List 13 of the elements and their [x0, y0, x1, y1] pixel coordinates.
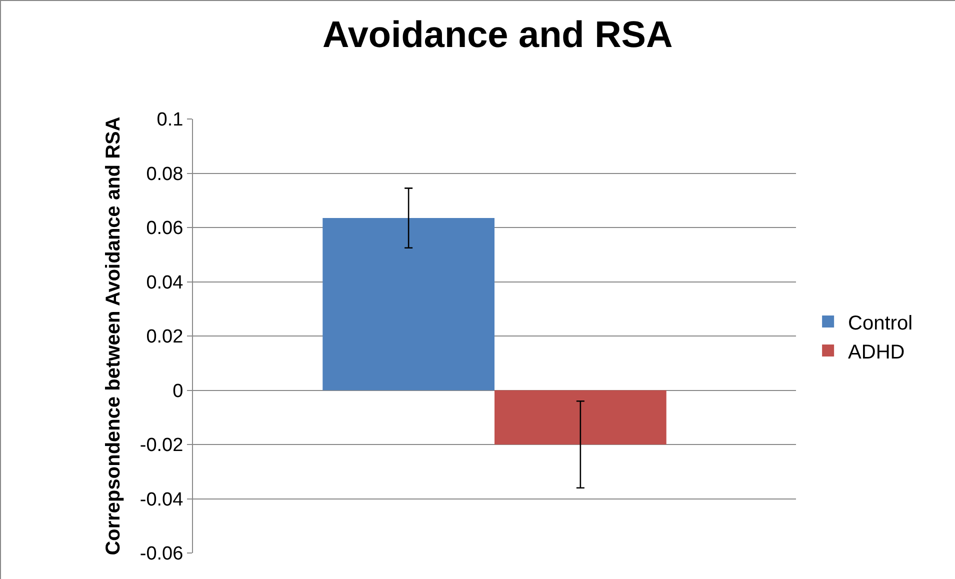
- legend-label: Control: [848, 312, 913, 334]
- chart-title: Avoidance and RSA: [322, 14, 673, 56]
- y-tick-label: 0.04: [146, 272, 184, 294]
- y-tick-label: 0.08: [146, 164, 184, 185]
- legend-label: ADHD: [848, 341, 905, 364]
- y-tick-label: 0: [172, 380, 184, 402]
- y-tick-label: -0.04: [140, 489, 184, 510]
- y-tick-label: -0.02: [140, 435, 184, 456]
- y-tick-label: -0.06: [140, 544, 184, 565]
- y-tick-label: 0.02: [146, 326, 184, 348]
- y-axis-title: Correpsondence between Avoidance and RSA: [102, 116, 124, 556]
- y-tick-label: 0.06: [146, 218, 184, 240]
- y-tick-label: 0.1: [156, 110, 184, 131]
